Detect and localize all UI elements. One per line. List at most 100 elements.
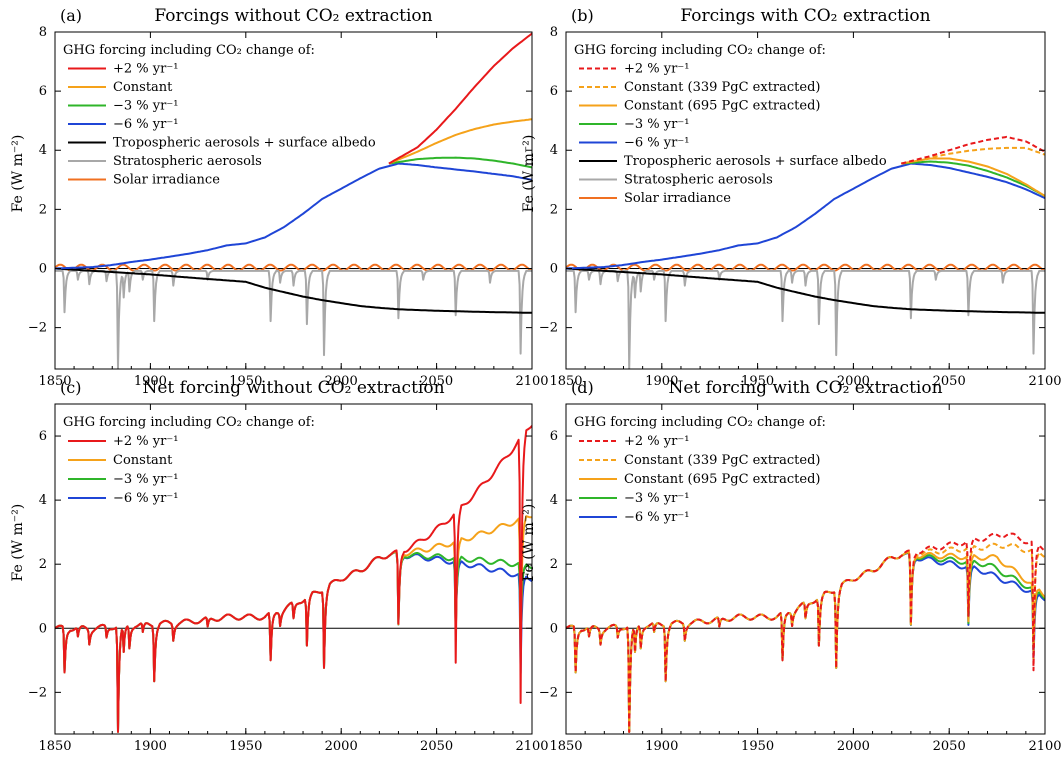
- y-tick-label: 8: [39, 25, 47, 40]
- legend-title: GHG forcing including CO₂ change of:: [574, 43, 826, 58]
- series-line-solar-irradiance: [566, 263, 1045, 272]
- series-line-stratospheric-aerosols: [566, 269, 1045, 369]
- panel-title: Net forcing with CO₂ extraction: [668, 378, 942, 398]
- panel-a: 1850 1900 1950 2000 2050 2100 −2 0 2 4 6 8 (a) Forcin…: [10, 6, 549, 389]
- x-tick-label: 1850: [38, 374, 71, 389]
- panel-label: (d): [571, 378, 594, 397]
- series-line-solar-irradiance: [55, 263, 532, 272]
- legend-entry: Constant (695 PgC extracted): [624, 472, 821, 487]
- legend-entry: Solar irradiance: [113, 173, 220, 188]
- x-tick-label: 1900: [645, 374, 678, 389]
- x-tick-label: 2100: [515, 739, 548, 754]
- legend-entry: −3 % yr⁻¹: [113, 472, 178, 487]
- x-tick-label: 2000: [325, 739, 358, 754]
- y-tick-label: 4: [550, 143, 558, 158]
- y-axis-label: Fe (W m⁻²): [10, 135, 26, 213]
- x-tick-label: 2050: [420, 374, 453, 389]
- panel-label: (c): [60, 378, 81, 397]
- x-tick-label: 1900: [134, 739, 167, 754]
- series-group: [55, 425, 532, 733]
- axes-frame: [54, 31, 533, 370]
- series-line-constant: [55, 515, 532, 733]
- series-line-constant-695-pgc-extracted-: [566, 551, 1045, 733]
- series-line--3-yr-: [388, 156, 532, 169]
- x-tick-label: 1850: [549, 739, 582, 754]
- legend-entry: −3 % yr⁻¹: [113, 99, 178, 114]
- y-axis-label: Fe (W m⁻²): [521, 135, 537, 213]
- legend-entry: +2 % yr⁻¹: [113, 434, 178, 449]
- x-tick-label: 2050: [420, 739, 453, 754]
- x-tick-label: 1950: [229, 374, 262, 389]
- y-tick-label: 0: [39, 621, 47, 636]
- legend-entry: Constant: [113, 453, 173, 468]
- x-tick-label: 1950: [229, 739, 262, 754]
- series-group: [566, 135, 1045, 369]
- x-tick-label: 2100: [515, 374, 548, 389]
- legend-entry: −6 % yr⁻¹: [113, 491, 178, 506]
- y-tick-label: 6: [39, 429, 47, 444]
- y-tick-label: 2: [550, 202, 558, 217]
- legend-entry: Tropospheric aerosols + surface albedo: [113, 136, 376, 151]
- x-tick-label: 2000: [837, 739, 870, 754]
- legend-title: GHG forcing including CO₂ change of:: [574, 415, 826, 430]
- axes-frame: [54, 403, 533, 735]
- series-group: [55, 32, 532, 369]
- panel-title: Forcings with CO₂ extraction: [680, 6, 930, 26]
- series-line-constant-339-pgc-extracted-: [901, 146, 1045, 165]
- x-tick-label: 2000: [325, 374, 358, 389]
- series-group: [566, 532, 1045, 733]
- legend-entry: Stratospheric aerosols: [624, 173, 773, 188]
- y-tick-label: 4: [39, 493, 47, 508]
- y-tick-label: −2: [539, 321, 558, 336]
- y-axis-label: Fe (W m⁻²): [521, 504, 537, 582]
- axes-frame: [565, 31, 1046, 370]
- y-tick-label: 4: [39, 143, 47, 158]
- axes-frame: [565, 403, 1046, 735]
- legend-entry: Stratospheric aerosols: [113, 154, 262, 169]
- x-tick-label: 2100: [1028, 739, 1061, 754]
- series-line--2-yr-: [901, 135, 1045, 165]
- legend-title: GHG forcing including CO₂ change of:: [63, 415, 315, 430]
- series-line-tropospheric-aerosols-surface-albedo: [55, 267, 532, 314]
- series-line--2-yr-: [388, 32, 532, 165]
- x-tick-label: 1900: [645, 739, 678, 754]
- legend-entry: +2 % yr⁻¹: [113, 62, 178, 77]
- series-line-constant: [388, 118, 532, 165]
- y-tick-label: −2: [28, 321, 47, 336]
- legend-entry: +2 % yr⁻¹: [624, 434, 689, 449]
- legend-entry: Solar irradiance: [624, 191, 731, 206]
- panel-title: Forcings without CO₂ extraction: [154, 6, 432, 26]
- panel-label: (b): [571, 6, 594, 25]
- y-tick-label: 2: [39, 202, 47, 217]
- x-tick-label: 1850: [38, 739, 71, 754]
- legend-entry: −3 % yr⁻¹: [624, 117, 689, 132]
- y-tick-label: 2: [39, 557, 47, 572]
- series-line--2-yr-: [55, 425, 532, 733]
- y-tick-label: 6: [550, 84, 558, 99]
- series-line--3-yr-: [566, 551, 1045, 733]
- x-tick-label: 1850: [549, 374, 582, 389]
- x-tick-label: 1950: [741, 739, 774, 754]
- x-tick-label: 1900: [134, 374, 167, 389]
- legend-entry: −6 % yr⁻¹: [113, 117, 178, 132]
- panel-title: Net forcing without CO₂ extraction: [142, 378, 444, 398]
- y-tick-label: 6: [39, 84, 47, 99]
- x-tick-label: 2000: [837, 374, 870, 389]
- panel-c: 1850 1900 1950 2000 2050 2100 −2 0 2 4 6 (c) Net for…: [10, 378, 549, 754]
- legend-entry: Tropospheric aerosols + surface albedo: [624, 154, 887, 169]
- legend-entry: Constant (339 PgC extracted): [624, 80, 821, 95]
- series-line--6-yr-: [566, 162, 1045, 270]
- x-tick-label: 1950: [741, 374, 774, 389]
- series-line-constant-339-pgc-extracted-: [566, 542, 1045, 733]
- y-tick-label: 8: [550, 25, 558, 40]
- panel-b: 1850 1900 1950 2000 2050 2100 −2 0 2 4 6 8 (b) Forcin…: [521, 6, 1062, 389]
- x-tick-label: 2050: [933, 739, 966, 754]
- series-line--6-yr-: [566, 552, 1045, 733]
- panel-label: (a): [60, 6, 82, 25]
- y-tick-label: 0: [39, 261, 47, 276]
- y-tick-label: −2: [539, 685, 558, 700]
- series-line--6-yr-: [55, 551, 532, 733]
- series-line--2-yr-: [566, 532, 1045, 733]
- legend-entry: Constant: [113, 80, 173, 95]
